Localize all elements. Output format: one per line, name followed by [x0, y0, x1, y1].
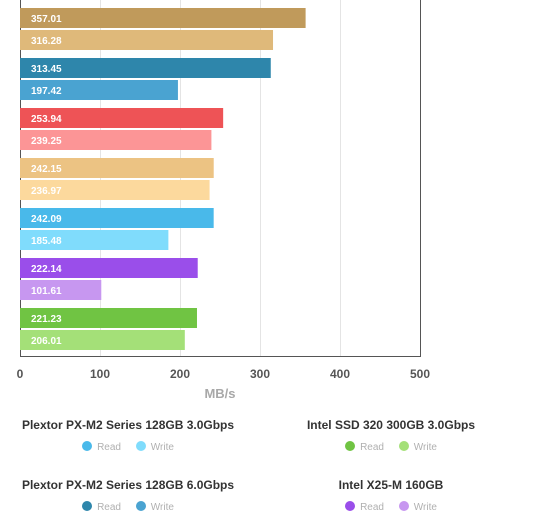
legend-write: Write: [135, 441, 174, 453]
legend-read: Read: [82, 441, 121, 453]
bars: 357.01 316.28 313.45 197.42 253.94 239.25 242.…: [20, 8, 306, 350]
write-value-label: 101.61: [31, 286, 62, 297]
legend-read: Read: [345, 501, 384, 513]
read-bar: [20, 258, 198, 278]
write-bar: [20, 280, 102, 300]
write-value-label: 206.01: [31, 336, 62, 347]
legend-write-label: Write: [150, 442, 174, 453]
read-bar: [20, 308, 197, 328]
write-bar: [20, 230, 169, 250]
legend-write: Write: [398, 441, 437, 453]
x-tick-label: 400: [330, 367, 350, 381]
legend-read-label: Read: [360, 442, 384, 453]
legend-entry-intel-x25m: Intel X25-M 160GB Read Write: [261, 478, 521, 513]
grid: [20, 0, 421, 357]
read-swatch-icon: [82, 441, 93, 451]
write-bar: [20, 180, 210, 200]
read-swatch-icon: [82, 501, 93, 511]
bar-chart: 357.01 316.28 313.45 197.42 253.94 239.25 242.…: [17, 0, 431, 401]
x-tick-label: 0: [17, 367, 24, 381]
read-swatch-icon: [345, 501, 356, 511]
legend-entry-intel-ssd-320: Intel SSD 320 300GB 3.0Gbps Read Write: [261, 418, 521, 453]
legend-series-name: Intel SSD 320 300GB 3.0Gbps: [306, 418, 476, 432]
legend-entry-plextor-6gbps: Plextor PX-M2 Series 128GB 6.0Gbps Read …: [0, 478, 258, 513]
x-tick-label: 300: [250, 367, 270, 381]
read-value-label: 253.94: [31, 114, 62, 125]
legend-read: Read: [82, 501, 121, 513]
x-axis-ticks: 0 100 200 300 400 500: [17, 367, 431, 381]
legend-entry-plextor-3gbps: Plextor PX-M2 Series 128GB 3.0Gbps Read …: [0, 418, 258, 453]
legend-write-label: Write: [413, 502, 437, 513]
write-value-label: 236.97: [31, 186, 62, 197]
legend-read: Read: [345, 441, 384, 453]
write-bar: [20, 330, 185, 350]
x-axis-title: MB/s: [204, 386, 235, 401]
read-value-label: 357.01: [31, 14, 62, 25]
x-tick-label: 200: [170, 367, 190, 381]
x-tick-label: 500: [410, 367, 430, 381]
read-value-label: 242.09: [31, 214, 62, 225]
write-swatch-icon: [398, 441, 409, 451]
write-bar: [20, 30, 274, 50]
legend-write: Write: [135, 501, 174, 513]
write-value-label: 185.48: [31, 236, 62, 247]
legend-read-label: Read: [360, 502, 384, 513]
read-swatch-icon: [345, 441, 356, 451]
legend-write-label: Write: [150, 502, 174, 513]
read-bar: [20, 108, 224, 128]
write-swatch-icon: [135, 501, 146, 511]
read-value-label: 222.14: [31, 264, 62, 275]
write-value-label: 239.25: [31, 136, 62, 147]
read-bar: [20, 208, 214, 228]
write-bar: [20, 130, 212, 150]
read-bar: [20, 58, 271, 78]
legend-read-label: Read: [97, 502, 121, 513]
legend-write-label: Write: [413, 442, 437, 453]
write-swatch-icon: [398, 501, 409, 511]
read-value-label: 221.23: [31, 314, 62, 325]
legend-series-name: Plextor PX-M2 Series 128GB 3.0Gbps: [21, 418, 235, 432]
write-value-label: 316.28: [31, 36, 62, 47]
x-tick-label: 100: [90, 367, 110, 381]
legend-write: Write: [398, 501, 437, 513]
read-value-label: 313.45: [31, 64, 62, 75]
read-bar: [20, 8, 306, 28]
legend-read-label: Read: [97, 442, 121, 453]
legend-series-name: Plextor PX-M2 Series 128GB 6.0Gbps: [21, 478, 235, 492]
write-bar: [20, 80, 178, 100]
write-value-label: 197.42: [31, 86, 62, 97]
read-value-label: 242.15: [31, 164, 62, 175]
read-bar: [20, 158, 214, 178]
write-swatch-icon: [135, 441, 146, 451]
legend-series-name: Intel X25-M 160GB: [338, 478, 444, 492]
